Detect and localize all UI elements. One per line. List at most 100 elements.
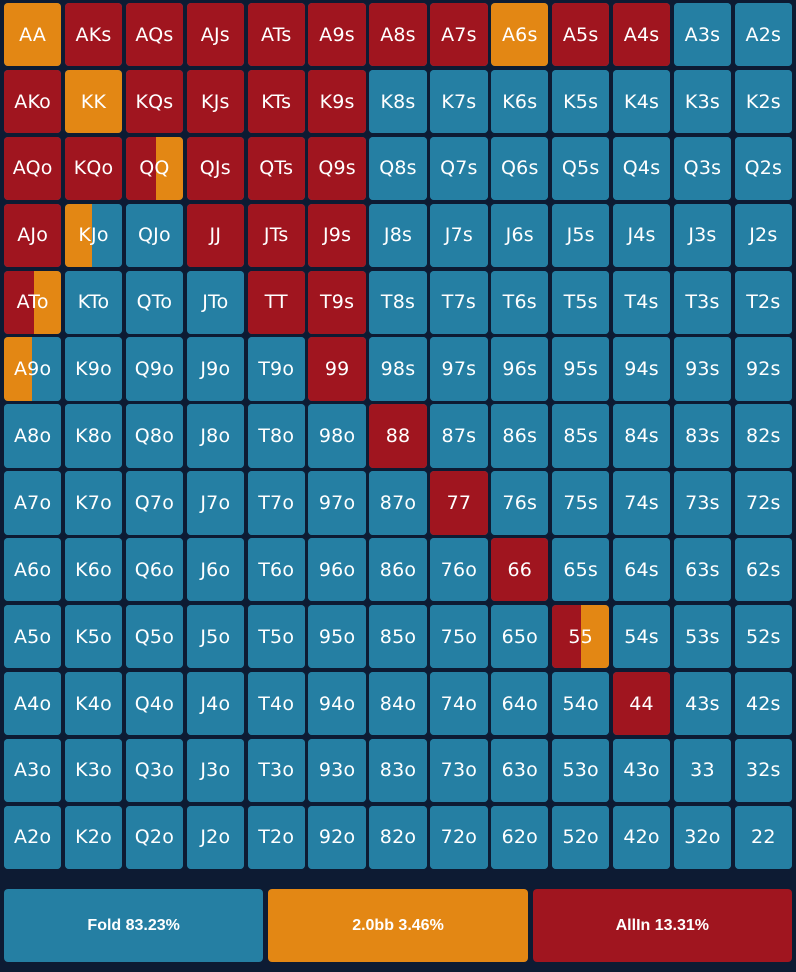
- hand-cell[interactable]: A3o: [4, 738, 62, 803]
- hand-cell[interactable]: 72s: [734, 471, 792, 535]
- hand-cell[interactable]: 97s: [430, 337, 488, 401]
- hand-cell[interactable]: A6o: [4, 538, 62, 602]
- hand-cell[interactable]: T5s: [552, 270, 610, 334]
- hand-cell[interactable]: T3s: [673, 270, 732, 334]
- hand-cell[interactable]: Q7o: [125, 471, 184, 535]
- hand-cell[interactable]: 75s: [552, 471, 610, 535]
- hand-cell[interactable]: J4s: [612, 203, 671, 267]
- hand-cell[interactable]: JJ: [186, 203, 244, 267]
- hand-cell[interactable]: T9s: [308, 270, 366, 334]
- hand-cell[interactable]: A3s: [673, 3, 732, 67]
- hand-cell[interactable]: A5s: [552, 3, 610, 67]
- hand-cell[interactable]: 55: [552, 605, 610, 669]
- hand-cell[interactable]: 64s: [612, 538, 671, 602]
- hand-cell[interactable]: QQ: [125, 136, 184, 201]
- hand-cell[interactable]: AQo: [4, 136, 62, 201]
- hand-cell[interactable]: 65s: [552, 538, 610, 602]
- hand-cell[interactable]: 92s: [734, 337, 792, 401]
- hand-cell[interactable]: J6o: [186, 538, 244, 602]
- hand-cell[interactable]: J5s: [552, 203, 610, 267]
- hand-cell[interactable]: A4s: [612, 3, 671, 67]
- hand-cell[interactable]: T5o: [247, 605, 305, 669]
- hand-cell[interactable]: 98o: [308, 404, 366, 468]
- hand-cell[interactable]: 82s: [734, 404, 792, 468]
- hand-cell[interactable]: T4o: [247, 671, 305, 736]
- hand-cell[interactable]: 94s: [612, 337, 671, 401]
- hand-cell[interactable]: 53s: [673, 605, 732, 669]
- hand-cell[interactable]: KTs: [247, 69, 305, 134]
- hand-cell[interactable]: 32s: [734, 738, 792, 803]
- hand-cell[interactable]: AKs: [64, 3, 123, 67]
- hand-cell[interactable]: 95s: [552, 337, 610, 401]
- hand-cell[interactable]: K7o: [64, 471, 123, 535]
- hand-cell[interactable]: K6o: [64, 538, 123, 602]
- allin-summary-button[interactable]: AllIn 13.31%: [532, 889, 792, 962]
- hand-cell[interactable]: 85o: [369, 605, 427, 669]
- hand-cell[interactable]: Q8s: [369, 136, 427, 201]
- hand-cell[interactable]: Q5s: [552, 136, 610, 201]
- hand-cell[interactable]: 83o: [369, 738, 427, 803]
- hand-cell[interactable]: 43o: [612, 738, 671, 803]
- hand-cell[interactable]: 52s: [734, 605, 792, 669]
- hand-cell[interactable]: JTo: [186, 270, 244, 334]
- hand-cell[interactable]: 87s: [430, 404, 488, 468]
- hand-cell[interactable]: 42s: [734, 671, 792, 736]
- hand-cell[interactable]: 88: [369, 404, 427, 468]
- hand-cell[interactable]: T7s: [430, 270, 488, 334]
- hand-cell[interactable]: 44: [612, 671, 671, 736]
- hand-cell[interactable]: Q2s: [734, 136, 792, 201]
- hand-cell[interactable]: 65o: [491, 605, 549, 669]
- hand-cell[interactable]: J5o: [186, 605, 244, 669]
- hand-cell[interactable]: A9o: [4, 337, 62, 401]
- hand-cell[interactable]: K2s: [734, 69, 792, 134]
- hand-cell[interactable]: Q9o: [125, 337, 184, 401]
- hand-cell[interactable]: ATo: [4, 270, 62, 334]
- fold-summary-button[interactable]: Fold 83.23%: [4, 889, 264, 962]
- hand-cell[interactable]: T8o: [247, 404, 305, 468]
- hand-cell[interactable]: 63o: [491, 738, 549, 803]
- hand-cell[interactable]: 43s: [673, 671, 732, 736]
- hand-cell[interactable]: J9o: [186, 337, 244, 401]
- hand-cell[interactable]: QJs: [186, 136, 244, 201]
- hand-cell[interactable]: 93s: [673, 337, 732, 401]
- hand-cell[interactable]: T2s: [734, 270, 792, 334]
- hand-cell[interactable]: Q2o: [125, 805, 184, 869]
- hand-cell[interactable]: QJo: [125, 203, 184, 267]
- hand-cell[interactable]: T6o: [247, 538, 305, 602]
- hand-cell[interactable]: Q6s: [491, 136, 549, 201]
- hand-cell[interactable]: 73o: [430, 738, 488, 803]
- hand-cell[interactable]: 62s: [734, 538, 792, 602]
- hand-cell[interactable]: 42o: [612, 805, 671, 869]
- hand-cell[interactable]: J2s: [734, 203, 792, 267]
- hand-cell[interactable]: J6s: [491, 203, 549, 267]
- hand-cell[interactable]: Q4s: [612, 136, 671, 201]
- hand-cell[interactable]: ATs: [247, 3, 305, 67]
- hand-cell[interactable]: QTs: [247, 136, 305, 201]
- hand-cell[interactable]: J7o: [186, 471, 244, 535]
- hand-cell[interactable]: 54o: [552, 671, 610, 736]
- hand-cell[interactable]: A2s: [734, 3, 792, 67]
- hand-cell[interactable]: 72o: [430, 805, 488, 869]
- hand-cell[interactable]: K3s: [673, 69, 732, 134]
- hand-cell[interactable]: 99: [308, 337, 366, 401]
- hand-cell[interactable]: J8s: [369, 203, 427, 267]
- hand-cell[interactable]: 82o: [369, 805, 427, 869]
- hand-cell[interactable]: 73s: [673, 471, 732, 535]
- hand-cell[interactable]: Q5o: [125, 605, 184, 669]
- hand-cell[interactable]: KQs: [125, 69, 184, 134]
- hand-cell[interactable]: 74s: [612, 471, 671, 535]
- hand-cell[interactable]: 95o: [308, 605, 366, 669]
- hand-cell[interactable]: T9o: [247, 337, 305, 401]
- hand-cell[interactable]: 98s: [369, 337, 427, 401]
- raise-summary-button[interactable]: 2.0bb 3.46%: [268, 889, 528, 962]
- hand-cell[interactable]: K4o: [64, 671, 123, 736]
- hand-cell[interactable]: 92o: [308, 805, 366, 869]
- hand-cell[interactable]: 93o: [308, 738, 366, 803]
- hand-cell[interactable]: 76o: [430, 538, 488, 602]
- hand-cell[interactable]: 64o: [491, 671, 549, 736]
- hand-cell[interactable]: K6s: [491, 69, 549, 134]
- hand-cell[interactable]: T3o: [247, 738, 305, 803]
- hand-cell[interactable]: 77: [430, 471, 488, 535]
- hand-cell[interactable]: QTo: [125, 270, 184, 334]
- hand-cell[interactable]: KJs: [186, 69, 244, 134]
